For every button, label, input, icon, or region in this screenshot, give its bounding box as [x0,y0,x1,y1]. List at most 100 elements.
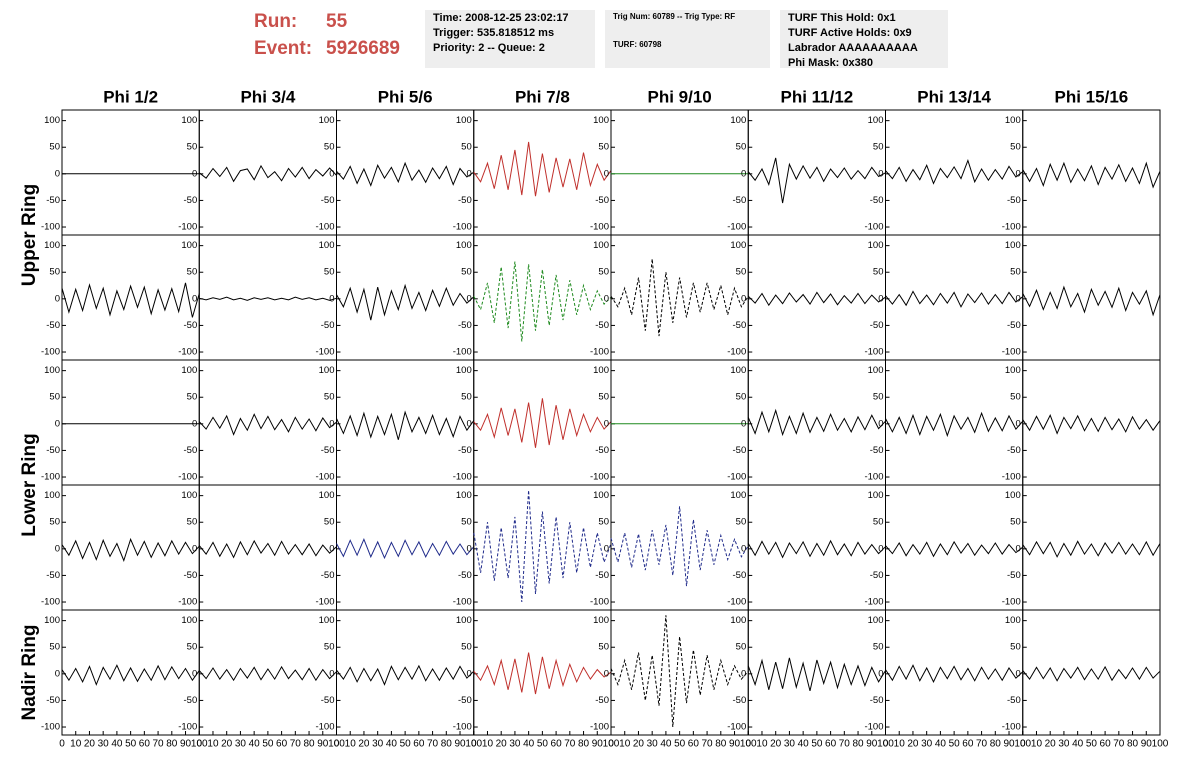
panel: -100 -50 0 50 100 [727,484,886,611]
y-tick-label: -50 [1007,320,1021,331]
y-tick-label: -50 [184,695,198,706]
x-tick-label: 40 [798,739,810,750]
y-tick-label: 100 [868,240,884,251]
x-tick-label: 70 [976,739,988,750]
x-tick-label: 50 [811,739,823,750]
y-tick-label: 0 [466,543,471,554]
x-tick-label: 100 [1152,739,1169,750]
y-tick-label: 0 [329,293,334,304]
y-tick-label: 50 [736,392,747,403]
y-tick-label: -50 [595,570,609,581]
y-tick-label: -100 [178,347,197,358]
y-tick-label: -50 [1007,445,1021,456]
panel: -100 -50 0 50 100 [178,234,337,361]
y-tick-label: -50 [184,320,198,331]
y-tick-label: 50 [324,267,335,278]
y-tick-label: 100 [730,365,746,376]
y-tick-label: -50 [733,445,747,456]
y-tick-label: -50 [458,570,472,581]
waveform [198,164,337,183]
y-tick-label: 50 [49,642,60,653]
x-tick-label: 30 [647,739,659,750]
x-tick-label: 0 [334,739,340,750]
waveform [473,261,612,342]
x-tick-label: 20 [770,739,782,750]
x-tick-label: 30 [372,739,384,750]
x-tick-label: 10 [482,739,494,750]
x-tick-label: 50 [1086,739,1098,750]
waveform [747,291,886,307]
x-tick-label: 30 [235,739,247,750]
waveform [747,157,886,204]
y-tick-label: 100 [868,490,884,501]
x-tick-label: 40 [386,739,398,750]
x-tick-label: 60 [139,739,151,750]
y-tick-label: -100 [1002,472,1021,483]
waveform [336,161,475,187]
x-tick-label: 40 [1072,739,1084,750]
y-tick-label: 100 [730,490,746,501]
y-tick-label: -100 [41,597,60,608]
x-tick-label: 80 [1127,739,1139,750]
x-tick-label: 90 [592,739,604,750]
y-tick-label: 50 [187,392,198,403]
x-tick-label: 0 [608,739,614,750]
y-tick-label: -50 [458,695,472,706]
y-tick-label: 50 [1010,267,1021,278]
y-tick-label: -100 [590,347,609,358]
y-tick-label: 100 [593,490,609,501]
y-tick-label: 0 [741,668,746,679]
x-tick-label: 90 [866,739,878,750]
y-tick-label: -100 [453,597,472,608]
y-tick-label: -100 [864,347,883,358]
x-tick-label: 30 [98,739,110,750]
y-tick-label: 100 [319,365,335,376]
x-tick-label: 10 [894,739,906,750]
panel: -100 -50 0 50 100 [864,234,1024,361]
y-tick-label: -50 [733,195,747,206]
waveform [1022,161,1161,189]
y-tick-label: 100 [456,365,472,376]
y-tick-label: -50 [46,570,60,581]
y-tick-label: 50 [461,142,472,153]
y-tick-label: 50 [187,267,198,278]
row-label: Upper Ring [19,184,40,286]
y-tick-label: 50 [736,642,747,653]
column-title: Phi 9/10 [647,87,711,106]
x-tick-label: 50 [400,739,412,750]
x-tick-label: 70 [564,739,576,750]
y-tick-label: 0 [55,668,60,679]
y-tick-label: 0 [192,668,197,679]
panel-frame [61,234,200,361]
waveform [336,537,475,560]
x-tick-label: 70 [1113,739,1125,750]
y-tick-label: 50 [873,267,884,278]
x-tick-label: 60 [276,739,288,750]
y-tick-label: -50 [595,320,609,331]
x-tick-label: 80 [852,739,864,750]
panel: -100 -50 0 50 100 [315,109,475,236]
y-tick-label: -100 [453,722,472,733]
x-tick-label: 80 [166,739,178,750]
info-line: TURF: 60798 [613,40,662,49]
y-tick-label: -100 [864,597,883,608]
x-tick-label: 10 [70,739,82,750]
waveform [198,539,337,559]
y-tick-label: -100 [41,722,60,733]
y-tick-label: 0 [604,418,609,429]
panel-frame [885,359,1024,486]
panel-frame [336,359,475,486]
y-tick-label: -100 [864,722,883,733]
y-tick-label: 0 [741,418,746,429]
x-tick-label: 90 [317,739,329,750]
x-tick-label: 20 [84,739,96,750]
x-tick-label: 0 [59,739,65,750]
panel-frame [473,609,612,736]
y-tick-label: -50 [46,195,60,206]
y-tick-label: 100 [593,615,609,626]
y-tick-label: 50 [49,142,60,153]
y-tick-label: -100 [590,472,609,483]
y-tick-label: -50 [321,445,335,456]
y-tick-label: 50 [598,642,609,653]
